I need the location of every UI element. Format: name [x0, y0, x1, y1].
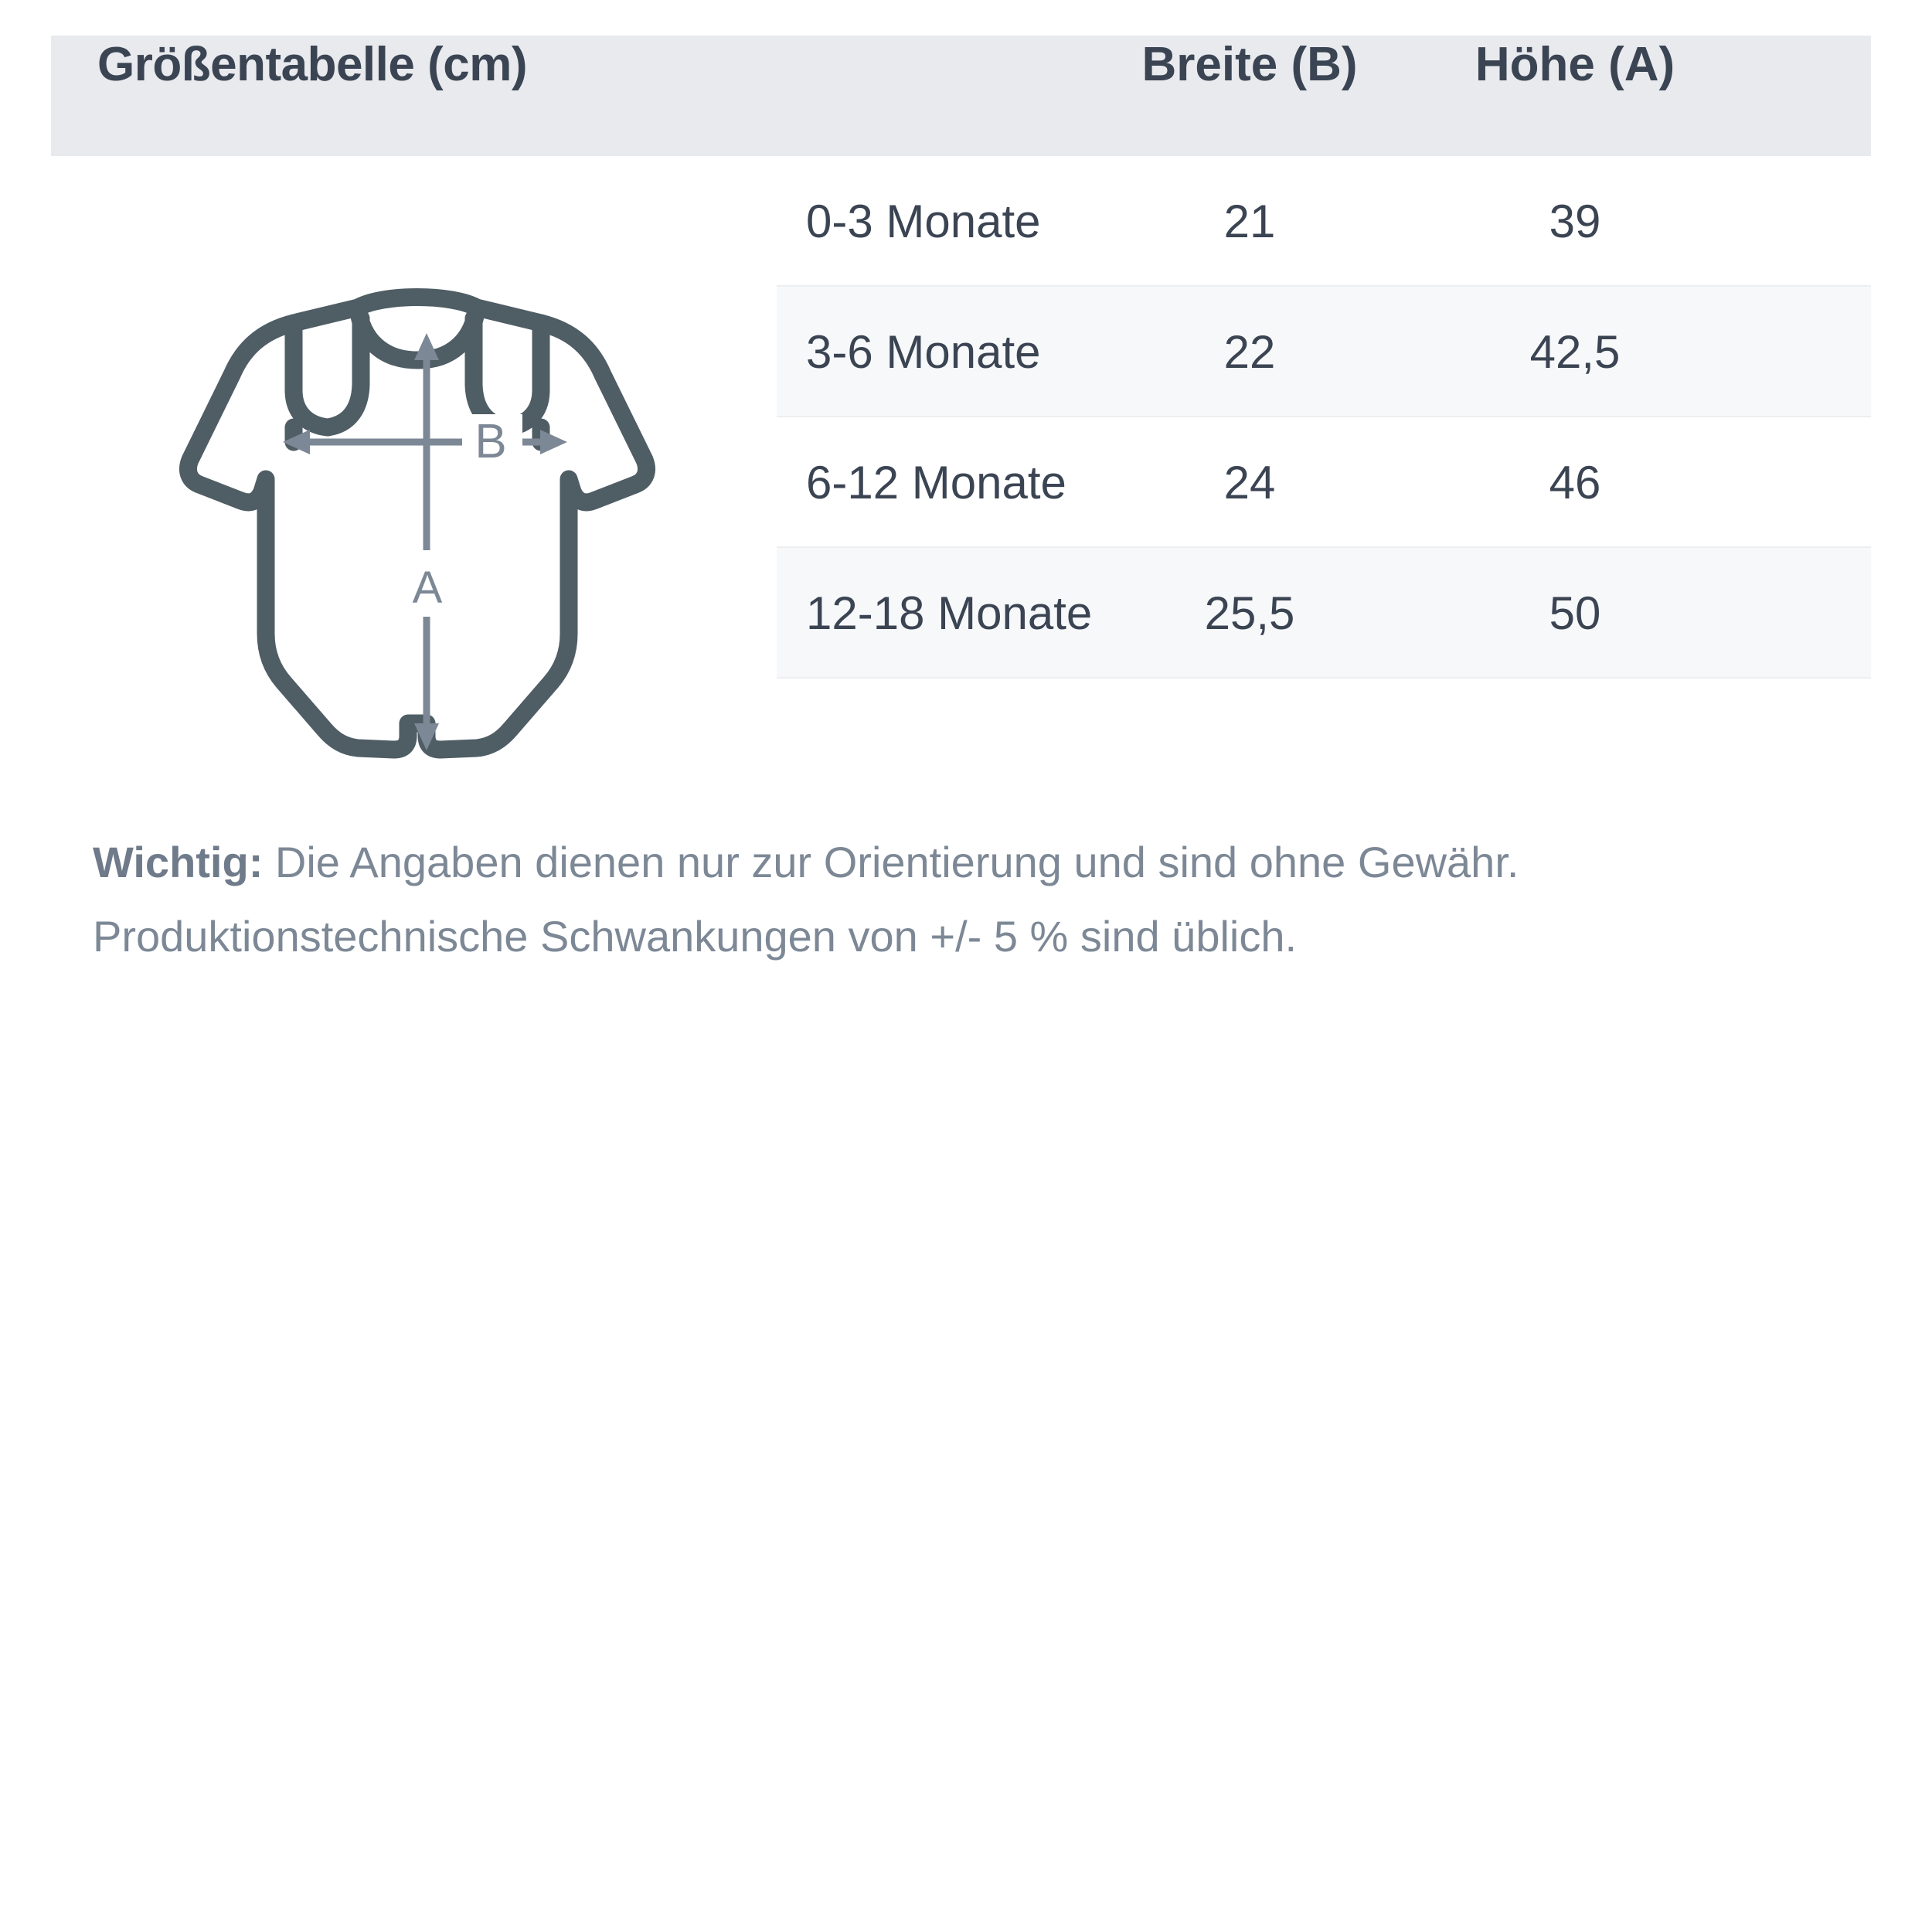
table-row: 3-6 Monate 22 42,5	[0, 287, 1932, 417]
cell-width: 22	[1223, 326, 1276, 378]
width-arrow-right	[540, 430, 567, 454]
dimension-markers	[283, 333, 567, 750]
cell-width: 24	[1223, 457, 1276, 509]
page-title: Größentabelle (cm)	[97, 38, 528, 91]
cell-width: 21	[1223, 196, 1276, 247]
disclaimer-lead: Wichtig:	[93, 838, 264, 886]
table-header-band	[51, 36, 1871, 156]
cell-height: 39	[1549, 196, 1601, 247]
disclaimer-note: Wichtig: Die Angaben dienen nur zur Orie…	[93, 825, 1855, 974]
width-arrow-left	[283, 430, 310, 454]
column-header-width: Breite (B)	[1141, 38, 1358, 91]
row-background	[777, 548, 1871, 679]
row-separator	[777, 546, 1871, 548]
row-separator	[777, 285, 1871, 287]
table-row: 0-3 Monate 21 39	[0, 156, 1932, 287]
cell-size: 0-3 Monate	[806, 196, 1041, 247]
cell-width: 25,5	[1204, 587, 1295, 639]
cell-size: 12-18 Monate	[806, 587, 1093, 639]
row-separator	[777, 416, 1871, 417]
height-arrow-up	[414, 333, 439, 360]
disclaimer-line-2: Produktionstechnische Schwankungen von +…	[93, 912, 1298, 961]
garment-outline	[179, 288, 655, 759]
height-arrow-down	[414, 723, 439, 750]
cell-size: 3-6 Monate	[806, 326, 1041, 378]
cell-height: 50	[1549, 587, 1601, 639]
column-header-height: Höhe (A)	[1475, 38, 1675, 91]
cell-height: 42,5	[1529, 326, 1621, 378]
height-marker-label: A	[413, 563, 443, 613]
width-marker-label: B	[474, 415, 506, 468]
cell-size: 6-12 Monate	[806, 457, 1066, 509]
disclaimer-line-1: Die Angaben dienen nur zur Orientierung …	[263, 838, 1519, 886]
baby-bodysuit-icon: B A	[139, 232, 696, 788]
width-label-backdrop	[462, 414, 522, 470]
row-separator	[777, 677, 1871, 679]
height-label-backdrop	[399, 550, 456, 617]
row-background	[777, 287, 1871, 417]
table-row: 6-12 Monate 24 46	[0, 417, 1932, 548]
cell-height: 46	[1549, 457, 1601, 509]
table-row: 12-18 Monate 25,5 50	[0, 548, 1932, 679]
size-table-body: 0-3 Monate 21 39 3-6 Monate 22 42,5 6-12…	[0, 156, 1932, 679]
